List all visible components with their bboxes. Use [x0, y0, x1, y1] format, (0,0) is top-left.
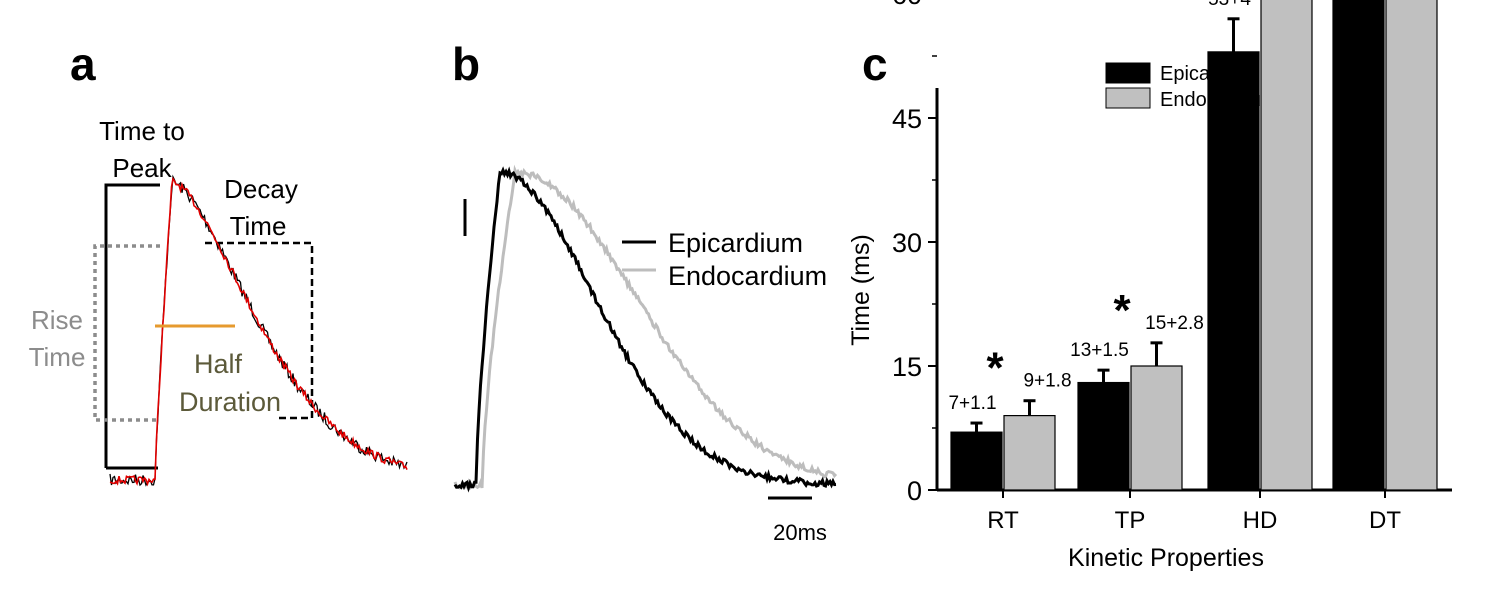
y-tick-label: 30 — [892, 228, 922, 258]
bar-epicardium-tp — [1077, 381, 1130, 491]
significance-star: * — [986, 344, 1004, 393]
panel-a-letter: a — [70, 38, 96, 90]
decay-time-label-2: Time — [230, 211, 287, 241]
bar-endocardium-tp — [1130, 365, 1183, 491]
panel-a: a Time to Peak Decay Time Rise Time Half… — [29, 38, 408, 487]
half-duration-label-2: Duration — [179, 387, 281, 417]
time-to-peak-label-2: Peak — [112, 153, 172, 183]
x-tick-label: HD — [1243, 507, 1278, 534]
significance-star: * — [1113, 286, 1131, 335]
value-label: 13+1.5 — [1070, 340, 1129, 361]
x-tick-label: DT — [1369, 507, 1401, 534]
y-axis-label: Time (ms) — [847, 234, 875, 346]
endocardium-trace — [453, 164, 838, 491]
value-label: 15+2.8 — [1145, 313, 1204, 334]
y-tick-label: 60 — [892, 0, 922, 10]
bar-endocardium-hd — [1260, 0, 1313, 491]
value-label: 7+1.1 — [948, 393, 996, 414]
bar-epicardium-dt — [1332, 0, 1385, 491]
rise-time-label-2: Time — [29, 342, 86, 372]
bar-endocardium-rt — [1003, 415, 1056, 491]
y-tick-label: 0 — [907, 476, 922, 506]
half-duration-label-1: Half — [194, 349, 243, 379]
value-label: 9+1.8 — [1023, 371, 1071, 392]
legend-swatch-endocardium — [1105, 87, 1151, 109]
x-axis-label: Kinetic Properties — [1068, 544, 1264, 572]
x-tick-label: RT — [987, 507, 1019, 534]
legend-epicardium-label: Epicardium — [668, 228, 803, 258]
time-scale-bar-label: 20ms — [773, 520, 827, 545]
decay-time-label-1: Decay — [224, 174, 298, 204]
panel-b: b Epicardium Endocardium 20ms — [452, 38, 838, 545]
y-tick-label: 45 — [892, 104, 922, 134]
trace-fit — [109, 176, 408, 487]
panel-c: c Epicardium Endocardium 01530456075907+… — [847, 0, 1452, 572]
epicardium-trace — [453, 166, 837, 493]
bar-chart: 01530456075907+1.19+1.8*RT13+1.515+2.8*T… — [892, 0, 1452, 534]
legend-endocardium-label: Endocardium — [668, 261, 827, 291]
y-tick-label: 15 — [892, 352, 922, 382]
rise-time-bracket — [93, 244, 160, 422]
decay-time-bracket — [205, 241, 314, 420]
panel-b-letter: b — [452, 38, 480, 90]
rise-time-label-1: Rise — [31, 305, 83, 335]
legend-swatch-epicardium — [1105, 62, 1151, 84]
bar-epicardium-rt — [950, 431, 1003, 491]
bar-endocardium-dt — [1385, 0, 1438, 491]
time-to-peak-label-1: Time to — [99, 116, 185, 146]
value-label: 53+4 — [1208, 0, 1251, 10]
bar-epicardium-hd — [1207, 51, 1260, 491]
x-tick-label: TP — [1115, 507, 1146, 534]
time-to-peak-bracket — [104, 183, 160, 468]
panel-c-letter: c — [862, 38, 888, 90]
